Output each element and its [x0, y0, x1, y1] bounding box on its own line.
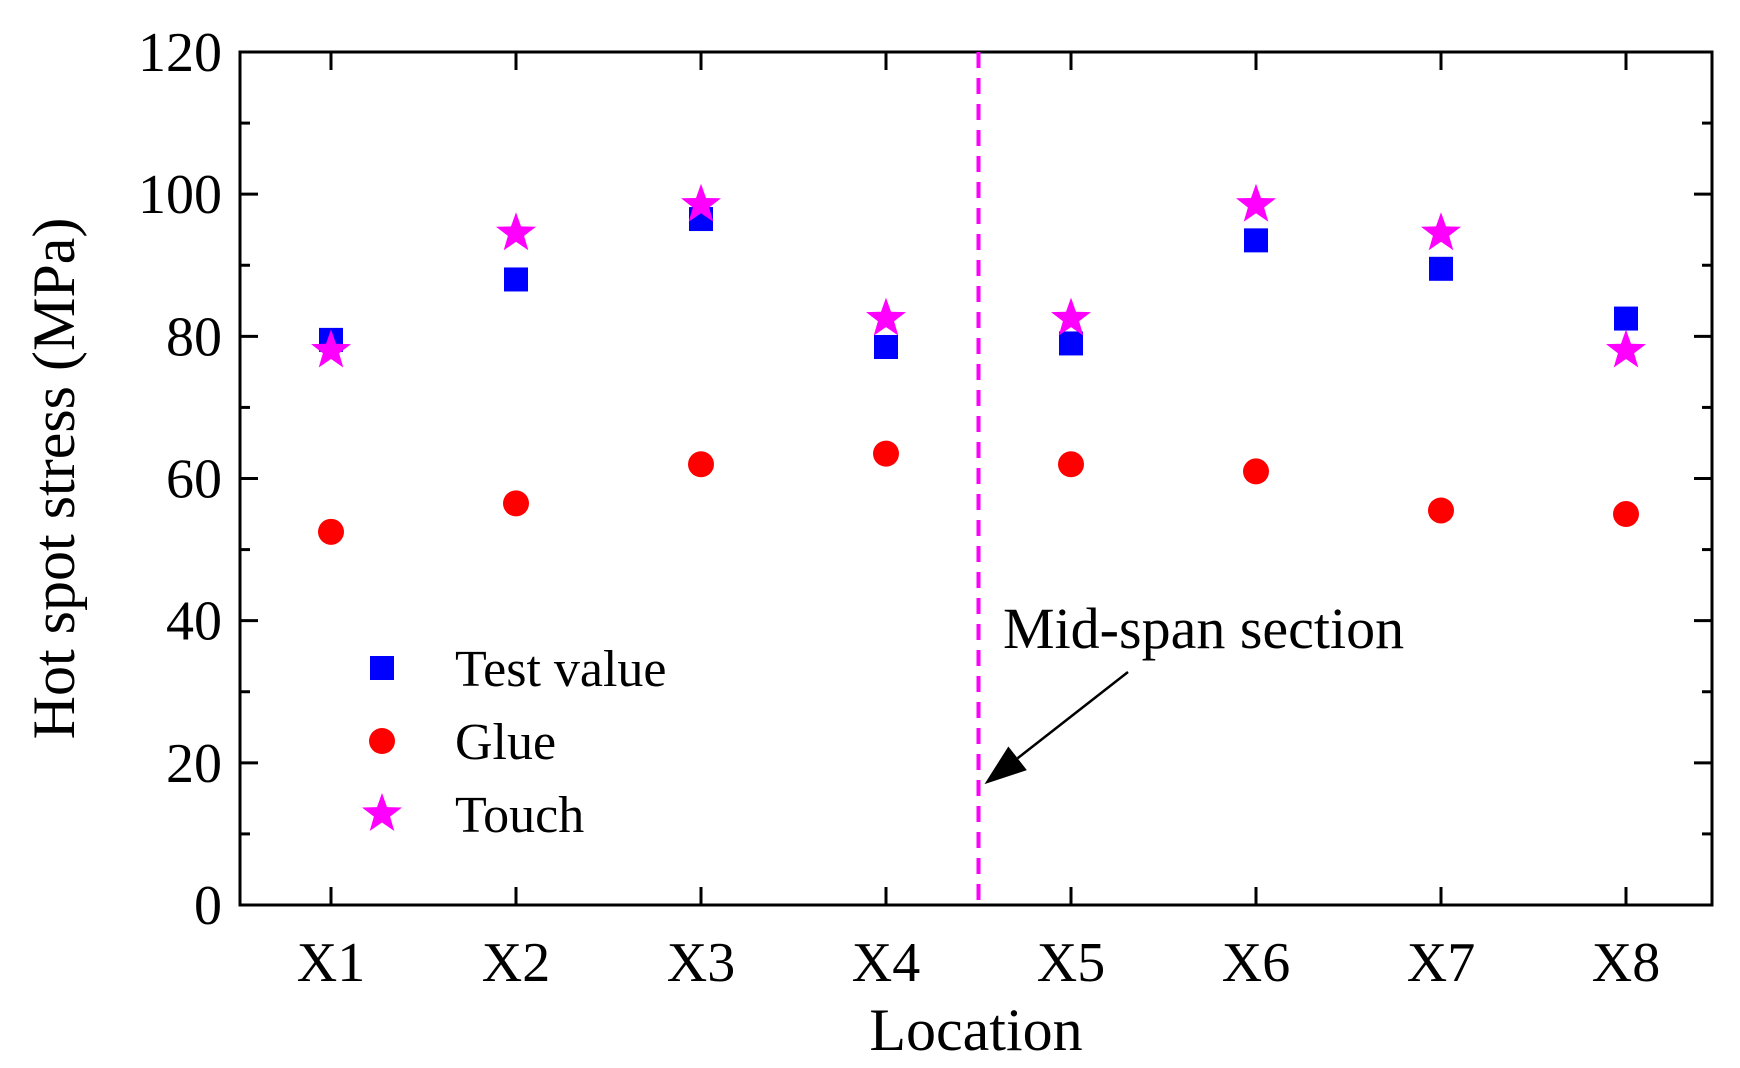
y-tick-label: 100	[138, 164, 222, 226]
square-point-x2	[504, 267, 528, 292]
y-tick-label: 0	[194, 875, 222, 937]
legend-label: Test value	[455, 641, 667, 698]
y-tick-label: 80	[166, 306, 222, 368]
x-tick-label-x4: X4	[852, 932, 920, 994]
circle-point-x4	[873, 440, 899, 467]
annotation-arrow-shaft	[1016, 671, 1129, 760]
y-tick-label: 60	[166, 449, 222, 511]
y-tick-label: 40	[166, 591, 222, 653]
star-point-x2	[496, 212, 536, 251]
circle-point-x7	[1428, 497, 1454, 524]
star-point-x1	[311, 329, 351, 368]
legend-item-touch: Touch	[362, 787, 584, 844]
x-axis-ticks: X1 X2 X3 X4 X5 X6 X7 X8	[297, 52, 1660, 994]
x-tick-label-x8: X8	[1592, 932, 1660, 994]
y-axis-title: Hot spot stress (MPa)	[21, 218, 87, 740]
plot-frame	[238, 50, 1714, 907]
annotation-label: Mid-span section	[1003, 596, 1404, 661]
circle-point-x1	[318, 518, 344, 545]
circle-point-x3	[688, 451, 714, 478]
y-tick-label: 120	[138, 22, 222, 84]
star-point-x5	[1051, 297, 1091, 336]
data-marks	[311, 183, 1646, 545]
series-glue	[318, 440, 1639, 545]
circle-point-x5	[1058, 451, 1084, 478]
legend-item-test-value: Test value	[370, 641, 667, 698]
x-tick-label-x5: X5	[1037, 932, 1105, 994]
square-point-x6	[1244, 228, 1268, 253]
legend-item-glue: Glue	[369, 714, 556, 771]
legend-marker-square	[370, 656, 394, 680]
legend-marker-circle	[369, 728, 395, 754]
x-axis-title: Location	[869, 997, 1082, 1063]
mid-span-annotation: Mid-span section	[976, 52, 1404, 905]
circle-point-x6	[1243, 458, 1269, 485]
square-point-x4	[874, 334, 898, 359]
plot-area	[238, 50, 1714, 907]
star-point-x8	[1606, 329, 1646, 368]
y-tick-label: 20	[166, 733, 222, 795]
legend-label: Touch	[455, 787, 584, 844]
x-tick-label-x3: X3	[667, 932, 735, 994]
square-point-x8	[1614, 306, 1638, 331]
circle-point-x8	[1613, 501, 1639, 528]
star-point-x4	[866, 297, 906, 336]
legend-label: Glue	[455, 714, 556, 771]
x-tick-label-x1: X1	[297, 932, 365, 994]
x-tick-label-x2: X2	[482, 932, 550, 994]
star-point-x6	[1236, 183, 1276, 222]
annotation-arrow-head	[984, 746, 1027, 785]
series-test-value	[319, 207, 1638, 359]
y-axis-ticks: 0 20 40 60 80 100 120	[138, 22, 1712, 937]
series-touch	[311, 183, 1646, 368]
square-point-x7	[1429, 256, 1453, 281]
legend: Test value Glue Touch	[362, 641, 667, 844]
square-point-x5	[1059, 331, 1083, 356]
star-point-x7	[1421, 212, 1461, 251]
x-tick-label-x7: X7	[1407, 932, 1475, 994]
x-tick-label-x6: X6	[1222, 932, 1290, 994]
circle-point-x2	[503, 490, 529, 517]
star-point-x3	[681, 183, 721, 222]
legend-marker-star	[362, 793, 402, 831]
